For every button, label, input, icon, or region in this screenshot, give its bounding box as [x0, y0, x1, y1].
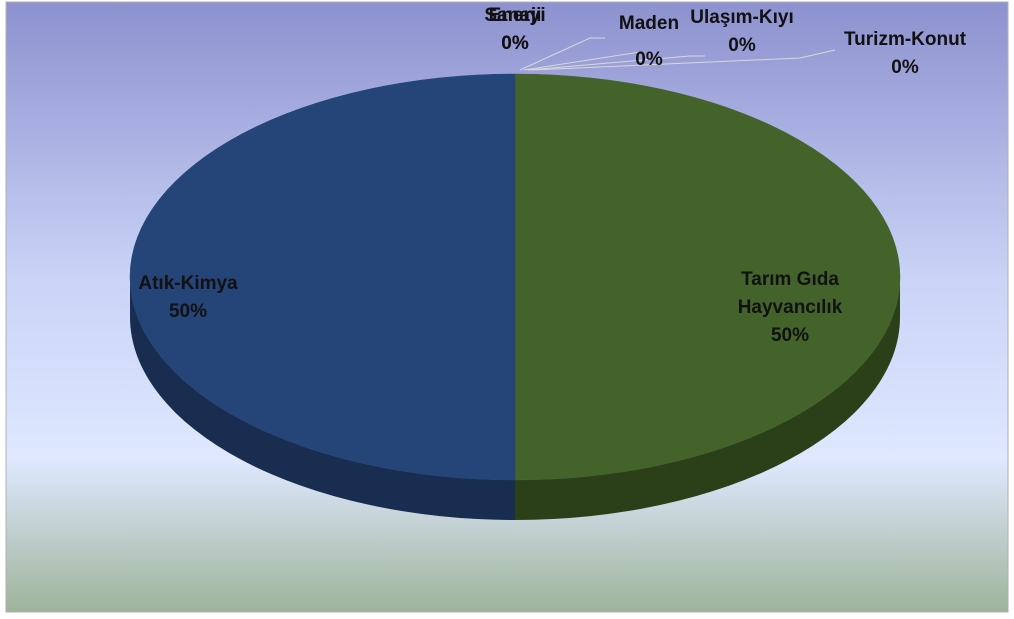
data-label: Sanayi 0%	[475, 2, 555, 58]
slice-side	[515, 277, 900, 520]
value-label: 0%	[891, 57, 919, 78]
category-label: Turizm-Konut	[843, 29, 967, 50]
value-label: 50%	[770, 325, 810, 346]
data-label: Maden 0%	[609, 6, 689, 78]
slice-side	[130, 277, 515, 520]
data-label: Turizm-Konut 0%	[825, 26, 985, 82]
category-label: Ulaşım-Kıyı	[690, 7, 794, 28]
category-label: Tarım Gıda Hayvancılık	[737, 269, 843, 318]
data-label: Atık-Kimya 50%	[113, 270, 263, 326]
data-label: Tarım Gıda Hayvancılık 50%	[705, 266, 875, 350]
value-label: 0%	[501, 33, 529, 54]
category-label: Atık-Kimya	[138, 273, 238, 294]
value-label: 50%	[168, 301, 208, 322]
category-label: Sanayi	[484, 5, 546, 26]
slice	[129, 73, 516, 481]
value-label: 0%	[501, 33, 529, 54]
slice	[514, 73, 901, 481]
category-label: Enerji	[488, 5, 542, 26]
category-label: Maden	[618, 13, 680, 34]
value-label: 0%	[635, 49, 663, 70]
data-label: Enerji 0%	[475, 2, 555, 58]
value-label: 0%	[728, 35, 756, 56]
leader-lines	[519, 37, 836, 71]
data-label: Ulaşım-Kıyı 0%	[672, 4, 812, 60]
